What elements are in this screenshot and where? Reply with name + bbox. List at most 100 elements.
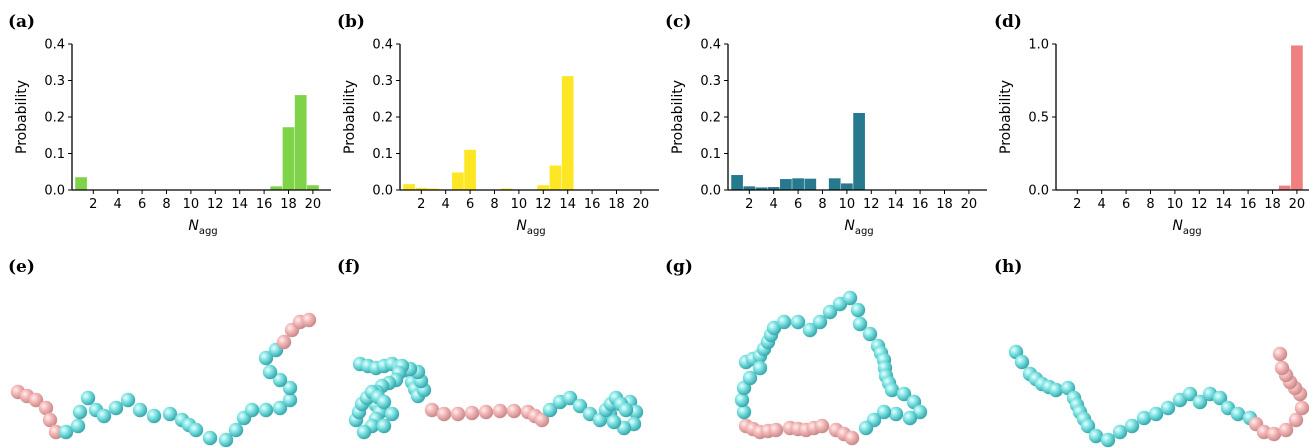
x-tick-label: 2 — [745, 197, 753, 212]
bead-end — [276, 334, 292, 350]
bead-body — [1088, 428, 1104, 444]
x-tick-label: 12 — [1191, 197, 1208, 212]
x-axis-label: Nagg — [1172, 218, 1201, 237]
bead-body — [902, 410, 918, 426]
bead-body — [1182, 386, 1198, 402]
panel-label-c: (c) — [665, 12, 691, 32]
bar-1 — [75, 177, 87, 190]
x-axis-label: Nagg — [844, 218, 873, 237]
chart-panel-d: 0.0 0.5 1.0 2 4 6 8 10 12 14 16 18 20 Probability Nagg — [998, 38, 1309, 237]
x-tick-label: 20 — [961, 197, 978, 212]
x-tick-label: 6 — [1122, 197, 1130, 212]
x-tick-label: 12 — [535, 197, 552, 212]
bead-body — [1100, 432, 1116, 447]
bead-body — [1112, 424, 1128, 440]
bead-end — [464, 405, 480, 421]
bar-2 — [415, 187, 428, 190]
x-tick-label: 18 — [280, 197, 297, 212]
chart-panel-b: 0.0 0.1 0.2 0.3 0.4 2 4 6 8 10 12 14 16 18 20 Probabili… — [342, 38, 659, 237]
x-tick-label: 18 — [1264, 197, 1281, 212]
x-tick-label: 20 — [1289, 197, 1306, 212]
bead-body — [80, 390, 96, 406]
bead-end — [768, 422, 784, 438]
x-tick-label: 2 — [417, 197, 425, 212]
x-tick-label: 20 — [633, 197, 650, 212]
x-tick-label: 8 — [1146, 197, 1154, 212]
bead-body — [896, 386, 912, 402]
x-tick-label: 10 — [839, 197, 856, 212]
bead-body — [1192, 394, 1208, 410]
x-tick-label: 10 — [511, 197, 528, 212]
y-tick-label: 0.0 — [372, 184, 393, 199]
panel-label-h: (h) — [994, 257, 1022, 277]
x-tick-label: 4 — [1098, 197, 1106, 212]
x-tick-label: 8 — [162, 197, 170, 212]
bead-body — [1148, 406, 1164, 422]
bead-end — [1288, 412, 1304, 428]
bead-body — [72, 404, 88, 420]
bead-body — [736, 404, 752, 420]
bead-body — [1160, 400, 1176, 416]
charts-layer: 0.0 0.1 0.2 0.3 0.4 2 4 6 8 10 12 14 16 18 20 Probabili… — [14, 38, 1309, 237]
y-axis-label: Probability — [998, 80, 1014, 154]
y-tick-label: 0.4 — [44, 38, 65, 53]
bead-body — [1080, 418, 1096, 434]
bar-1 — [731, 175, 743, 190]
y-tick-label: 0.2 — [700, 111, 721, 126]
bar-4 — [767, 187, 780, 190]
y-axis-label: Probability — [14, 80, 30, 154]
bead-body — [562, 390, 578, 406]
y-tick-label: 0.4 — [372, 38, 393, 53]
bead-body — [790, 314, 806, 330]
bead-body — [884, 382, 900, 398]
bead-end — [506, 403, 522, 419]
y-tick-label: 0.0 — [1028, 184, 1049, 199]
x-tick-label: 14 — [231, 197, 248, 212]
bead-body — [228, 422, 244, 438]
y-tick-label: 0.1 — [372, 147, 393, 162]
bead-body — [272, 400, 288, 416]
x-tick-label: 18 — [936, 197, 953, 212]
chart-panel-a: 0.0 0.1 0.2 0.3 0.4 2 4 6 8 10 12 14 16 18 20 Probabili… — [14, 38, 331, 237]
x-tick-label: 16 — [584, 197, 601, 212]
bead-body — [852, 316, 868, 332]
bar-5 — [780, 179, 792, 190]
bead-body — [802, 322, 818, 338]
x-tick-label: 4 — [770, 197, 778, 212]
x-tick-label: 16 — [256, 197, 273, 212]
chain-e — [10, 312, 317, 447]
bead-end — [534, 412, 550, 428]
bar-12 — [537, 185, 550, 190]
bead-body — [742, 370, 758, 386]
x-tick-label: 12 — [207, 197, 224, 212]
x-tick-label: 6 — [794, 197, 802, 212]
bead-body — [1014, 354, 1030, 370]
y-tick-label: 0.5 — [1028, 111, 1049, 126]
x-tick-label: 12 — [863, 197, 880, 212]
panel-label-a: (a) — [8, 12, 35, 32]
x-tick-label: 10 — [183, 197, 200, 212]
x-axis-label: Nagg — [188, 218, 217, 237]
panel-label-f: (f) — [337, 257, 360, 277]
x-tick-label: 10 — [1167, 197, 1184, 212]
x-tick-label: 16 — [1240, 197, 1257, 212]
x-tick-label: 4 — [442, 197, 450, 212]
x-tick-label: 14 — [559, 197, 576, 212]
bead-body — [734, 392, 750, 408]
bead-body — [356, 424, 372, 440]
x-tick-label: 14 — [1215, 197, 1232, 212]
panel-label-e: (e) — [8, 257, 35, 277]
panel-label-d: (d) — [994, 12, 1022, 32]
bead-body — [822, 304, 838, 320]
bar-20 — [1291, 45, 1303, 191]
y-tick-label: 0.1 — [700, 147, 721, 162]
chains-layer — [10, 290, 1309, 447]
x-tick-label: 2 — [89, 197, 97, 212]
bead-end — [1274, 360, 1290, 376]
bead-end — [28, 392, 44, 408]
chain-g — [734, 290, 928, 446]
bar-19 — [1278, 185, 1291, 190]
bead-body — [1124, 418, 1140, 434]
x-tick-label: 6 — [466, 197, 474, 212]
panel-label-b: (b) — [337, 12, 365, 32]
